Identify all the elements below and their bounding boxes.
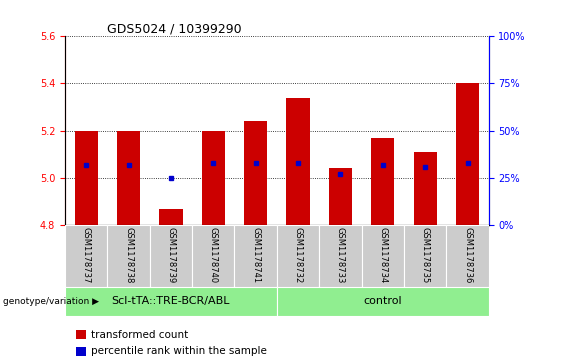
Text: GDS5024 / 10399290: GDS5024 / 10399290 [107,22,242,35]
Bar [286,98,310,225]
Bar [234,225,277,287]
Bar [277,225,319,287]
Bar [446,225,489,287]
Text: GSM1178741: GSM1178741 [251,227,260,283]
Bar [362,225,404,287]
Text: Scl-tTA::TRE-BCR/ABL: Scl-tTA::TRE-BCR/ABL [112,296,230,306]
Text: GSM1178737: GSM1178737 [82,227,90,283]
Bar [150,225,192,287]
Text: GSM1178736: GSM1178736 [463,227,472,283]
Text: GSM1178733: GSM1178733 [336,227,345,283]
Bar [414,152,437,225]
Bar [65,287,277,316]
Bar [371,138,394,225]
Bar [202,131,225,225]
Bar [159,209,182,225]
Bar [456,83,479,225]
Text: genotype/variation ▶: genotype/variation ▶ [3,297,99,306]
Bar [277,287,489,316]
Text: GSM1178732: GSM1178732 [294,227,302,283]
Bar [107,225,150,287]
Bar [244,121,267,225]
Bar [65,225,107,287]
Bar [404,225,446,287]
Bar [319,225,362,287]
Text: control: control [363,296,402,306]
Text: percentile rank within the sample: percentile rank within the sample [91,346,267,356]
Bar [75,131,98,225]
Text: transformed count: transformed count [91,330,188,340]
Text: GSM1178739: GSM1178739 [167,227,175,283]
Text: GSM1178738: GSM1178738 [124,227,133,283]
Text: GSM1178734: GSM1178734 [379,227,387,283]
Bar [117,131,140,225]
Text: GSM1178740: GSM1178740 [209,227,218,283]
Text: GSM1178735: GSM1178735 [421,227,429,283]
Bar [329,168,352,225]
Bar [192,225,234,287]
